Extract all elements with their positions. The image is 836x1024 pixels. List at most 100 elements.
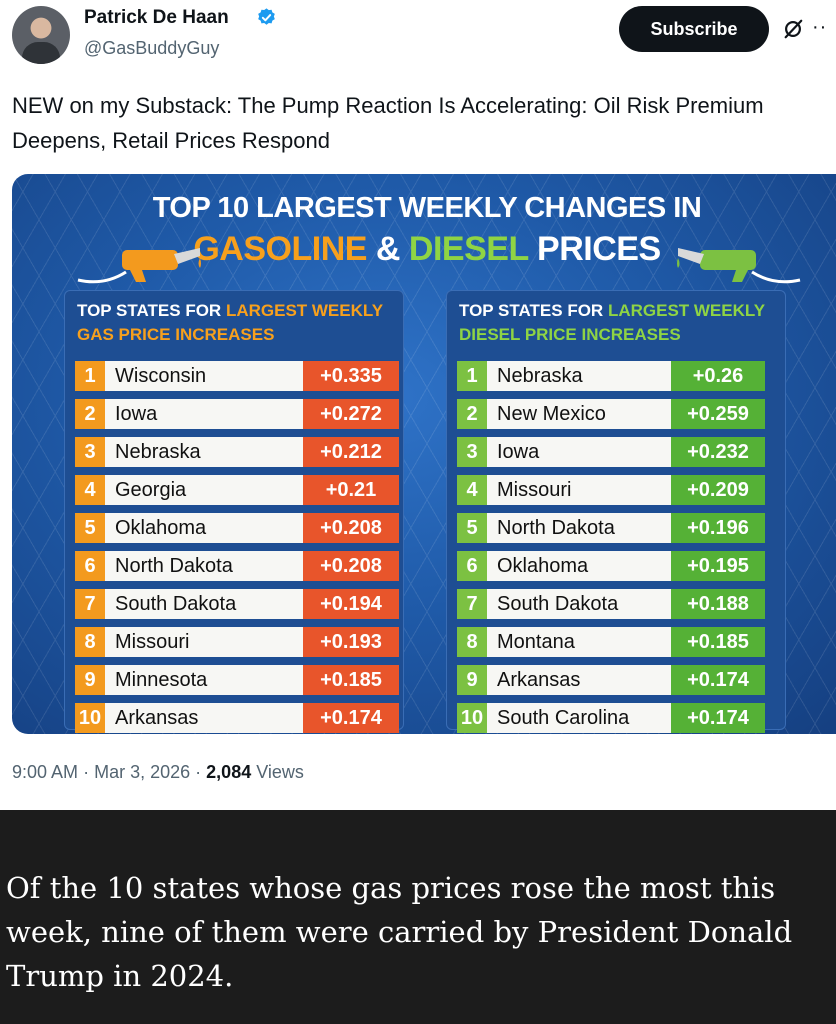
diesel-table-row: 3 Iowa +0.232 (457, 435, 781, 473)
gas-price-change: +0.21 (303, 475, 399, 505)
gas-panel-title: TOP STATES FOR LARGEST WEEKLY GAS PRICE … (77, 299, 397, 347)
diesel-rank: 8 (457, 627, 487, 657)
diesel-state-name: Oklahoma (487, 551, 673, 581)
gas-price-change: +0.208 (303, 513, 399, 543)
infographic-headline-line1: TOP 10 LARGEST WEEKLY CHANGES IN (152, 192, 702, 224)
gas-rank: 2 (75, 399, 105, 429)
diesel-rank: 10 (457, 703, 487, 733)
diesel-rows: 1 Nebraska +0.26 2 New Mexico +0.259 3 Iowa +0.2… (457, 359, 781, 734)
headline-prices: PRICES (528, 230, 661, 268)
diesel-panel-title-prefix: TOP STATES FOR (459, 301, 604, 320)
gas-table-row: 10 Arkansas +0.174 (75, 701, 399, 734)
tweet-text: NEW on my Substack: The Pump Reaction Is… (12, 93, 764, 153)
diesel-price-change: +0.185 (671, 627, 765, 657)
gas-rank: 1 (75, 361, 105, 391)
gas-rank: 4 (75, 475, 105, 505)
gas-table-row: 9 Minnesota +0.185 (75, 663, 399, 701)
diesel-panel-title-highlight: LARGEST WEEKLY (607, 301, 766, 320)
diesel-state-name: South Carolina (487, 703, 673, 733)
diesel-rank: 6 (457, 551, 487, 581)
gas-table-row: 6 North Dakota +0.208 (75, 549, 399, 587)
diesel-price-change: +0.26 (671, 361, 765, 391)
gas-table-row: 5 Oklahoma +0.208 (75, 511, 399, 549)
views-label: Views (256, 762, 304, 782)
gas-state-name: North Dakota (105, 551, 317, 581)
diesel-table-row: 7 South Dakota +0.188 (457, 587, 781, 625)
gas-price-change: +0.208 (303, 551, 399, 581)
subscribe-button[interactable]: Subscribe (619, 6, 769, 52)
views-count[interactable]: 2,084 (206, 762, 252, 782)
caption-text: Of the 10 states whose gas prices rose t… (6, 871, 793, 993)
diesel-price-change: +0.174 (671, 703, 765, 733)
gas-state-name: Iowa (105, 399, 317, 429)
diesel-price-change: +0.195 (671, 551, 765, 581)
gas-state-name: Arkansas (105, 703, 317, 733)
diesel-rank: 1 (457, 361, 487, 391)
author-name[interactable]: Patrick De Haan (84, 7, 229, 28)
infographic-image[interactable]: TOP 10 LARGEST WEEKLY CHANGES IN GASOLIN… (12, 174, 836, 734)
diesel-price-panel: TOP STATES FOR LARGEST WEEKLY DIESEL PRI… (446, 290, 786, 733)
diesel-state-name: Iowa (487, 437, 673, 467)
diesel-panel-title: TOP STATES FOR LARGEST WEEKLY DIESEL PRI… (459, 299, 779, 347)
gas-price-change: +0.174 (303, 703, 399, 733)
diesel-state-name: South Dakota (487, 589, 673, 619)
diesel-table-row: 4 Missouri +0.209 (457, 473, 781, 511)
gas-rank: 5 (75, 513, 105, 543)
headline-gasoline: GASOLINE (193, 230, 367, 268)
gas-price-change: +0.272 (303, 399, 399, 429)
infographic-headline-line2: GASOLINE & DIESEL PRICES (12, 230, 836, 269)
avatar-figure (22, 42, 60, 64)
gas-rank: 9 (75, 665, 105, 695)
tweet-meta: 9:00 AM · Mar 3, 2026 · 2,084 Views (12, 762, 304, 783)
gas-state-name: Nebraska (105, 437, 317, 467)
author-handle[interactable]: @GasBuddyGuy (84, 38, 220, 58)
grok-slash-icon[interactable] (782, 18, 804, 40)
more-dots-icon[interactable]: ·· (812, 16, 828, 38)
diesel-table-row: 8 Montana +0.185 (457, 625, 781, 663)
diesel-state-name: North Dakota (487, 513, 673, 543)
diesel-rank: 2 (457, 399, 487, 429)
gas-table-row: 8 Missouri +0.193 (75, 625, 399, 663)
diesel-rank: 9 (457, 665, 487, 695)
diesel-state-name: Nebraska (487, 361, 673, 391)
gas-panel-title-prefix: TOP STATES FOR (77, 301, 222, 320)
diesel-table-row: 10 South Carolina +0.174 (457, 701, 781, 734)
diesel-rank: 4 (457, 475, 487, 505)
diesel-price-change: +0.188 (671, 589, 765, 619)
tweet-date[interactable]: Mar 3, 2026 (94, 762, 191, 782)
diesel-table-row: 1 Nebraska +0.26 (457, 359, 781, 397)
meta-separator-1: · (83, 762, 90, 782)
gas-price-change: +0.335 (303, 361, 399, 391)
diesel-table-row: 5 North Dakota +0.196 (457, 511, 781, 549)
gas-state-name: Minnesota (105, 665, 317, 695)
gas-nozzle-icon (77, 248, 201, 284)
diesel-panel-title-suffix: DIESEL PRICE INCREASES (459, 325, 681, 344)
gas-table-row: 1 Wisconsin +0.335 (75, 359, 399, 397)
diesel-rank: 7 (457, 589, 487, 619)
diesel-price-change: +0.209 (671, 475, 765, 505)
tweet-time[interactable]: 9:00 AM (12, 762, 79, 782)
gas-price-change: +0.212 (303, 437, 399, 467)
diesel-price-change: +0.232 (671, 437, 765, 467)
caption-panel (0, 810, 836, 1024)
diesel-state-name: New Mexico (487, 399, 673, 429)
gas-rank: 8 (75, 627, 105, 657)
verified-badge-icon[interactable] (256, 7, 277, 28)
diesel-rank: 3 (457, 437, 487, 467)
gas-rank: 3 (75, 437, 105, 467)
gas-state-name: South Dakota (105, 589, 317, 619)
gas-state-name: Wisconsin (105, 361, 317, 391)
headline-amp: & (375, 230, 401, 268)
diesel-table-row: 2 New Mexico +0.259 (457, 397, 781, 435)
diesel-price-change: +0.259 (671, 399, 765, 429)
meta-separator-2: · (195, 762, 202, 782)
gas-table-row: 4 Georgia +0.21 (75, 473, 399, 511)
gas-table-row: 3 Nebraska +0.212 (75, 435, 399, 473)
gas-state-name: Missouri (105, 627, 317, 657)
author-avatar[interactable] (12, 6, 70, 64)
diesel-table-row: 9 Arkansas +0.174 (457, 663, 781, 701)
gas-price-panel: TOP STATES FOR LARGEST WEEKLY GAS PRICE … (64, 290, 404, 733)
headline-prices-text: PRICES (537, 230, 661, 268)
gas-table-row: 7 South Dakota +0.194 (75, 587, 399, 625)
gas-panel-title-highlight: LARGEST WEEKLY (225, 301, 384, 320)
